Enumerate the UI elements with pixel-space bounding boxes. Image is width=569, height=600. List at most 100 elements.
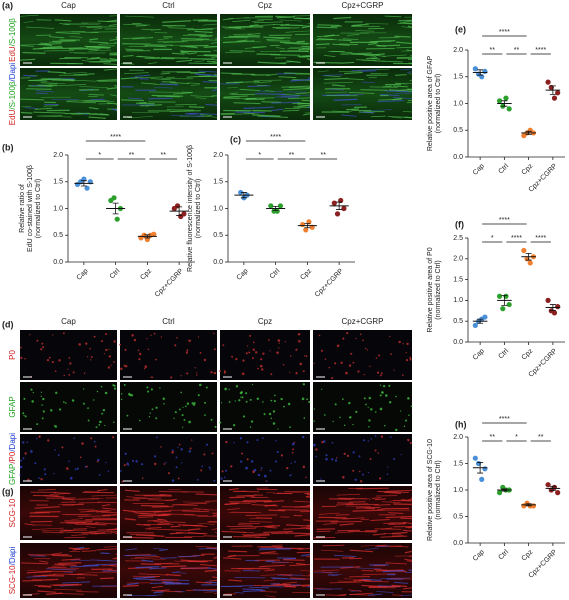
error-bar bbox=[501, 295, 508, 306]
speck bbox=[223, 476, 226, 479]
speck bbox=[153, 332, 156, 335]
fiber bbox=[181, 38, 210, 40]
fiber bbox=[369, 40, 396, 43]
x-tick-label: Ctrl bbox=[497, 347, 510, 360]
speck bbox=[210, 371, 213, 374]
fiber bbox=[99, 113, 108, 115]
speck bbox=[100, 340, 104, 343]
speck bbox=[128, 392, 131, 396]
speck bbox=[186, 402, 190, 405]
fiber bbox=[21, 105, 32, 108]
fiber bbox=[66, 101, 97, 104]
fiber bbox=[281, 85, 311, 88]
fiber bbox=[100, 511, 118, 514]
fiber bbox=[188, 532, 206, 535]
fiber bbox=[382, 85, 392, 88]
speck bbox=[87, 419, 90, 422]
speck bbox=[162, 397, 165, 400]
fiber bbox=[88, 94, 104, 96]
fiber bbox=[348, 589, 362, 592]
fiber bbox=[373, 568, 387, 571]
micrograph bbox=[120, 382, 217, 432]
speck bbox=[272, 422, 276, 425]
fiber bbox=[203, 46, 218, 48]
fiber bbox=[306, 496, 311, 498]
y-tick-label: 2.0 bbox=[213, 152, 223, 159]
data-point bbox=[299, 221, 306, 228]
fiber bbox=[233, 102, 261, 105]
fiber bbox=[249, 517, 261, 520]
speck bbox=[211, 452, 214, 455]
fiber bbox=[285, 524, 311, 527]
fiber bbox=[381, 527, 393, 530]
row-label-part: EdU bbox=[8, 109, 17, 125]
fiber bbox=[66, 99, 82, 102]
fiber bbox=[23, 21, 34, 23]
fiber bbox=[182, 33, 207, 36]
speck bbox=[302, 370, 305, 373]
y-tick-label: 2.0 bbox=[453, 434, 463, 441]
speck bbox=[270, 373, 273, 376]
fiber bbox=[101, 564, 118, 567]
error-bar bbox=[477, 462, 484, 474]
fiber bbox=[252, 46, 267, 48]
speck bbox=[150, 376, 152, 378]
fiber bbox=[403, 20, 413, 23]
column-header: Ctrl bbox=[162, 1, 175, 10]
speck bbox=[61, 446, 64, 449]
speck bbox=[359, 333, 362, 336]
fiber bbox=[361, 81, 375, 84]
fiber bbox=[52, 98, 79, 101]
fiber bbox=[340, 566, 361, 569]
speck bbox=[251, 357, 254, 360]
row-label: GFAP/P0/Dapi bbox=[8, 433, 17, 485]
speck bbox=[369, 365, 371, 368]
fiber bbox=[179, 50, 193, 53]
fiber bbox=[316, 26, 338, 29]
fiber bbox=[41, 115, 72, 118]
speck bbox=[199, 383, 202, 387]
fiber bbox=[391, 584, 408, 588]
fiber bbox=[26, 570, 52, 574]
speck bbox=[196, 478, 199, 481]
fiber bbox=[141, 28, 154, 31]
speck bbox=[124, 348, 127, 351]
fiber bbox=[96, 489, 108, 492]
micrograph-texture bbox=[119, 332, 217, 379]
fiber bbox=[188, 106, 205, 108]
data-point bbox=[527, 260, 533, 266]
micrograph-texture bbox=[120, 69, 218, 119]
fiber bbox=[264, 90, 275, 92]
fiber bbox=[195, 493, 218, 496]
row-label-part: SCG-10 bbox=[8, 498, 17, 527]
fiber bbox=[404, 558, 413, 561]
speck bbox=[54, 370, 57, 373]
speck bbox=[63, 374, 65, 377]
fiber bbox=[42, 45, 62, 49]
micrograph-texture bbox=[122, 545, 218, 596]
micrograph bbox=[20, 434, 117, 484]
fiber bbox=[148, 62, 158, 65]
speck bbox=[167, 472, 170, 475]
fiber bbox=[248, 586, 270, 589]
fiber bbox=[133, 497, 162, 500]
speck bbox=[235, 385, 239, 388]
fiber bbox=[253, 21, 283, 24]
speck bbox=[225, 440, 228, 444]
speck bbox=[409, 357, 412, 360]
speck bbox=[154, 462, 157, 466]
speck bbox=[213, 479, 216, 482]
fiber bbox=[125, 48, 144, 51]
speck bbox=[184, 405, 187, 408]
speck bbox=[342, 398, 344, 400]
fiber bbox=[389, 499, 413, 502]
fiber bbox=[232, 19, 251, 22]
fiber bbox=[259, 591, 277, 593]
speck bbox=[339, 416, 341, 419]
speck bbox=[350, 352, 353, 355]
y-tick-label: 1.5 bbox=[453, 460, 463, 467]
fiber bbox=[140, 82, 157, 85]
fiber bbox=[165, 582, 189, 585]
data-point bbox=[111, 195, 117, 201]
speck bbox=[150, 388, 153, 391]
